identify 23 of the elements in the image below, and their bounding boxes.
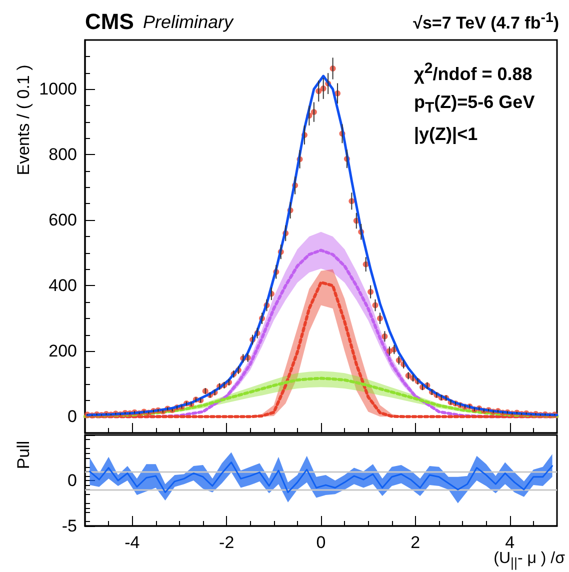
y-axis-title: Events / ( 0.1 ) <box>14 64 34 176</box>
annotation: |y(Z)|<1 <box>414 124 478 145</box>
y-tick-label: 0 <box>68 407 77 426</box>
x-tick-label: -2 <box>219 533 234 552</box>
y-tick-label: 1000 <box>39 80 77 99</box>
x-tick-label: 4 <box>505 533 515 552</box>
x-axis-title: (U$_{||}$- μ ) /σ <box>494 550 565 570</box>
x-tick-label: -4 <box>124 533 140 552</box>
chart-title: CMS <box>85 9 134 35</box>
line-series <box>84 376 558 418</box>
y-tick-label: -5 <box>62 516 77 536</box>
annotation: p$_{T}$(Z)=5-6 GeV <box>414 92 535 117</box>
y-axis-title: Pull <box>14 440 34 470</box>
y-tick-label: 200 <box>48 342 77 361</box>
text: √s=7 TeV (4.7 fb$^{-1}$) <box>413 10 559 34</box>
y-tick-label: 800 <box>48 145 77 164</box>
x-tick-label: 0 <box>316 533 326 552</box>
y-tick-label: 600 <box>48 210 77 230</box>
x-tick-label: 2 <box>410 533 420 552</box>
chart-subtitle: Preliminary <box>143 12 234 33</box>
y-tick-label: 400 <box>48 276 77 296</box>
y-tick-label: 0 <box>68 471 77 490</box>
annotation: χ$^{2}$/ndof = 0.88 <box>414 60 532 85</box>
